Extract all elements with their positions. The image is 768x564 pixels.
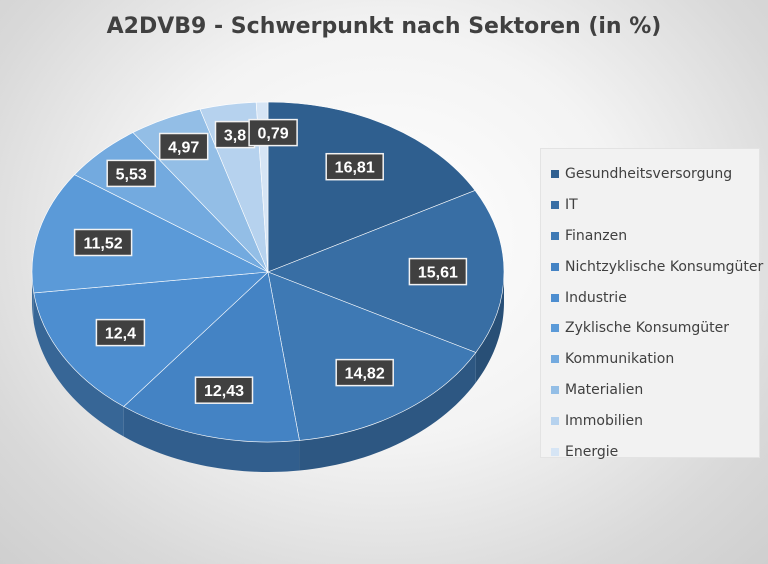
legend-swatch [551,385,559,394]
legend-item: Materialien [551,375,759,406]
data-label: 4,97 [158,132,209,161]
data-label: 11,52 [73,228,133,257]
pie-slice-finanzen [267,271,477,441]
pie-slice-industrie [33,271,269,407]
data-label: 0,79 [248,118,298,147]
data-label-value: 5,53 [116,166,147,183]
legend: Gesundheitsversorgung IT Finanzen Nichtzykl… [540,148,763,460]
legend-label: IT [565,197,578,214]
legend-swatch [551,447,559,456]
pie-slice-gesundheitsversorgung [267,101,476,273]
legend-swatch [551,231,559,240]
chart-title: A2DVB9 - Schwerpunkt nach Sektoren (in %… [106,14,662,39]
legend-swatch [551,262,559,271]
pie-data-labels: 16,81 15,61 14,82 12,43 12,4 11,52 5,53 4,97 3,8… [73,118,468,404]
data-label-value: 0,79 [258,126,289,143]
data-label-box [248,118,298,147]
legend-label: Materialien [565,381,644,398]
legend-swatch [551,293,559,302]
legend-swatch [551,355,559,364]
data-label-box [73,228,133,257]
pie-side-industrie [33,292,124,437]
legend-swatch [551,324,559,333]
legend-item: Energie [551,436,759,467]
data-label: 12,4 [95,318,146,347]
pie-slice-it [267,190,505,353]
pie-slice-zyklische-konsumg-ter [31,174,270,294]
data-label-box [408,257,468,286]
legend-label: Gesundheitsversorgung [565,166,733,183]
legend-swatch [551,170,559,179]
legend-item: Kommunikation [551,344,759,375]
data-label: 15,61 [408,257,468,286]
legend-label: Industrie [565,289,627,306]
legend-label: Kommunikation [565,351,675,368]
data-label-value: 16,81 [335,160,375,177]
legend-label: Finanzen [565,227,628,244]
legend-item: Industrie [551,282,759,313]
data-label-value: 3,8 [224,128,246,145]
pie-side-finanzen [299,352,476,471]
legend-swatch [551,416,559,425]
legend-swatch [551,201,559,210]
data-label: 5,53 [106,159,156,188]
pie-side-it [475,272,504,383]
data-label-box [194,376,254,404]
data-label-box [214,120,256,149]
legend-item: IT [551,190,759,221]
data-label-value: 15,61 [418,265,458,282]
data-label-value: 14,82 [345,366,385,383]
legend-label: Immobilien [565,412,644,429]
data-label-value: 12,4 [105,326,136,343]
legend-label: Nichtzyklische Konsumgüter [565,258,764,275]
data-label: 3,8 [214,120,256,149]
legend-label: Energie [565,443,619,460]
legend-item: Gesundheitsversorgung [551,159,759,190]
data-label-box [158,132,209,161]
pie-side-nichtzyklische-konsumg-ter [123,406,300,472]
legend-item: Zyklische Konsumgüter [551,313,759,344]
data-label: 12,43 [194,376,254,404]
data-label: 16,81 [325,152,384,181]
data-label-box [95,318,146,347]
data-label: 14,82 [335,358,394,387]
data-label-box [325,152,384,181]
data-label-value: 4,97 [168,140,199,157]
data-label-box [335,358,394,387]
legend-item: Nichtzyklische Konsumgüter [551,251,763,282]
data-label-value: 11,52 [84,236,123,253]
data-label-value: 12,43 [204,383,244,400]
data-label-box [106,159,156,188]
legend-item: Finanzen [551,221,759,252]
pie-slice-nichtzyklische-konsumg-ter [123,271,300,443]
legend-label: Zyklische Konsumgüter [565,320,730,337]
legend-item: Immobilien [551,405,759,436]
